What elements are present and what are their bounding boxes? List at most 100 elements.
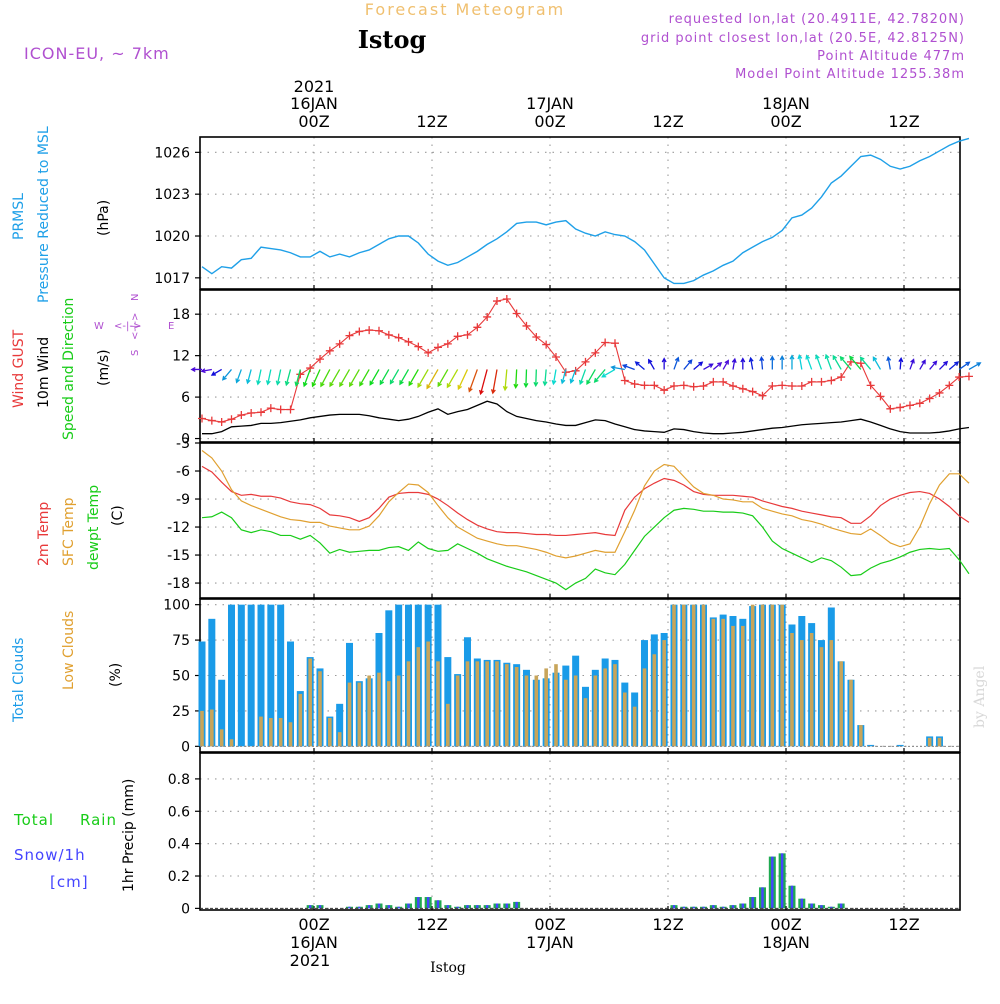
top-tick-label: 00Z — [770, 112, 801, 131]
wind-arrow — [256, 369, 262, 386]
rain-bar-core — [495, 903, 499, 909]
wind-arrow — [513, 369, 519, 390]
low-cloud-bar — [337, 732, 342, 747]
y-tick-label: 0 — [181, 432, 190, 448]
rain-bar-core — [780, 853, 784, 909]
wind-arrow — [740, 357, 746, 370]
low-cloud-bar — [613, 664, 617, 747]
compass-e: E — [168, 321, 174, 332]
y-tick-label: 0 — [181, 739, 190, 755]
low-cloud-bar — [819, 647, 824, 747]
temp2m-label: 2m Temp — [36, 502, 52, 566]
y-tick-label: 1026 — [154, 145, 190, 161]
rain-bar-core — [682, 906, 686, 909]
bottom-tick-label: 12Z — [416, 915, 447, 934]
point-altitude: Point Altitude 477m — [817, 49, 965, 64]
low-cloud-bar — [367, 675, 371, 747]
low-cloud-bar — [387, 681, 391, 747]
rain-bar-core — [712, 905, 715, 909]
wind-arrow — [703, 363, 714, 371]
wind-arrow — [815, 354, 823, 370]
gust-marker — [266, 404, 275, 413]
gust-marker — [247, 408, 256, 417]
low-clouds-label: Low Clouds — [61, 611, 77, 690]
low-cloud-bar — [357, 682, 362, 747]
gust-marker — [453, 332, 462, 341]
low-cloud-bar — [770, 604, 775, 747]
bottom-tick-label: 00Z — [534, 915, 565, 934]
model-label: ICON-EU, ~ 7km — [24, 44, 170, 63]
low-cloud-bar — [672, 604, 676, 747]
low-cloud-bar — [682, 604, 686, 747]
gust-marker — [374, 326, 383, 335]
low-cloud-bar — [396, 675, 401, 747]
wind-arrow — [235, 369, 242, 384]
rain-bar-core — [358, 906, 361, 909]
bottom-tick-label: 12Z — [652, 915, 683, 934]
wind-arrow — [523, 369, 529, 389]
gust-marker — [650, 381, 659, 390]
low-cloud-bar — [642, 668, 647, 747]
gust-marker — [630, 379, 639, 388]
wind-arrow — [968, 362, 982, 371]
gust-marker — [915, 399, 924, 408]
wind-arrow — [693, 361, 704, 370]
wind-arrow — [929, 360, 938, 370]
low-cloud-bar — [377, 672, 381, 747]
rain-bar-core — [426, 897, 430, 909]
model-altitude: Model Point Altitude 1255.38m — [735, 67, 965, 82]
cm-label: [cm] — [50, 873, 89, 891]
wind-arrow — [417, 369, 429, 389]
low-cloud-bar — [455, 675, 460, 747]
wind-arrow — [533, 369, 539, 388]
prmsl-label: PRMSL — [11, 193, 27, 240]
wind-arrow — [849, 355, 862, 370]
wind-arrow — [265, 369, 272, 386]
gust-marker — [483, 312, 492, 321]
total-cloud-bar — [336, 703, 344, 747]
rain-bar-core — [367, 905, 371, 909]
low-cloud-bar — [269, 718, 273, 747]
low-cloud-bar — [426, 641, 430, 747]
wind-arrow — [759, 355, 765, 370]
total-cloud-bar — [277, 604, 285, 747]
bottom-tick-label: 00Z — [298, 915, 329, 934]
y-tick-label: 100 — [163, 598, 190, 614]
wind-arrow — [329, 369, 341, 388]
low-cloud-bar — [731, 625, 735, 747]
low-cloud-bar — [800, 640, 804, 747]
y-tick-label: -18 — [167, 576, 190, 592]
wind-arrow — [898, 356, 904, 370]
rain-bar-core — [397, 906, 400, 909]
low-cloud-bar — [760, 604, 765, 747]
wind-arrow — [294, 369, 301, 387]
rain-bar-core — [436, 900, 440, 909]
gust-marker — [827, 376, 836, 385]
total-cloud-bar — [267, 604, 275, 747]
rain-bar-core — [348, 906, 351, 909]
low-cloud-bar — [809, 633, 814, 747]
low-cloud-bar — [318, 671, 322, 747]
wind-arrow — [275, 369, 282, 386]
wind-arrow — [457, 369, 469, 391]
y-tick-label: 0.2 — [168, 869, 190, 885]
wind-arrow — [190, 366, 202, 372]
gust-marker — [669, 382, 678, 391]
chart-title: Forecast Meteogram — [365, 0, 565, 19]
gust-marker — [955, 373, 964, 382]
y-tick-label: 25 — [172, 704, 190, 720]
top-tick-label: 00Z — [534, 112, 565, 131]
prmsl-unit-label: (hPa) — [96, 200, 112, 236]
panel-frame — [199, 136, 961, 290]
wind-arrow — [578, 369, 587, 386]
gust-marker — [581, 357, 590, 366]
low-cloud-bar — [839, 661, 843, 747]
gust-marker — [335, 339, 344, 348]
gust-marker — [502, 294, 511, 303]
wind-arrow — [210, 368, 222, 376]
gust-marker — [768, 382, 777, 391]
rain-bar-core — [466, 905, 469, 909]
gust-marker — [384, 330, 393, 339]
gust-marker — [925, 394, 934, 403]
sfc-temp-line — [201, 449, 970, 559]
